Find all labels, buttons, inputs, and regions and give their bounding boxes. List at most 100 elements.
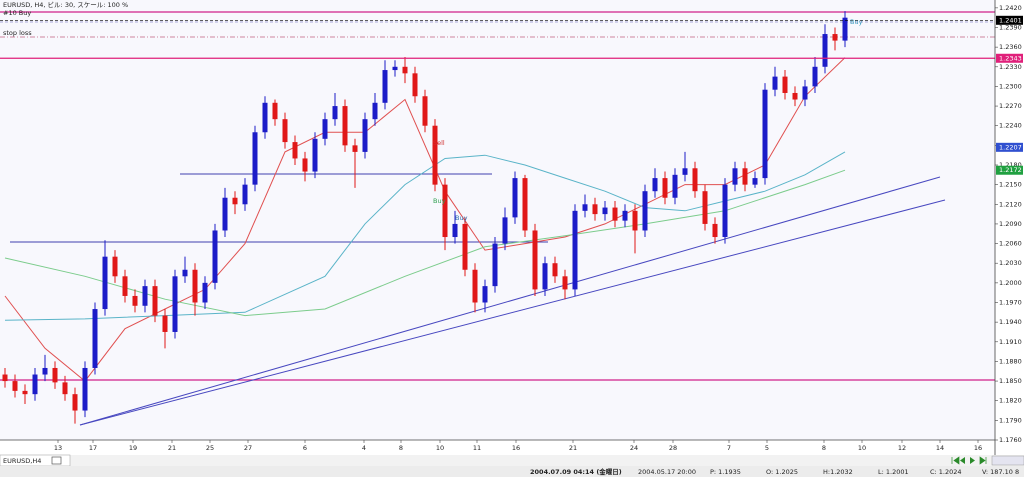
y-tick-label: 1.2270 bbox=[999, 102, 1022, 110]
candle-body bbox=[62, 382, 68, 395]
x-tick-label: 16 bbox=[974, 444, 982, 452]
candle-body bbox=[442, 184, 448, 238]
candle-body bbox=[392, 66, 398, 71]
status-high: H:1.2032 bbox=[823, 468, 853, 476]
plot-area bbox=[0, 0, 995, 440]
candle-body bbox=[522, 178, 528, 231]
y-tick-label: 1.2360 bbox=[999, 43, 1022, 51]
candle-body bbox=[12, 381, 18, 391]
candle-body bbox=[122, 276, 128, 296]
x-tick-label: 24 bbox=[630, 444, 638, 452]
status-price: P: 1.1935 bbox=[710, 468, 741, 476]
candle-body bbox=[382, 70, 388, 103]
series-layer bbox=[0, 11, 995, 424]
x-tick-label: 21 bbox=[168, 444, 176, 452]
x-tick-label: 11 bbox=[473, 444, 481, 452]
candle-body bbox=[262, 102, 268, 133]
candle-body bbox=[272, 102, 278, 120]
candle-body bbox=[42, 367, 48, 375]
price-marker-label: 1.2207 bbox=[999, 143, 1022, 151]
candle-body bbox=[532, 230, 538, 290]
status-open: O: 1.2025 bbox=[766, 468, 798, 476]
candle-body bbox=[162, 315, 168, 332]
candle-body bbox=[592, 204, 598, 215]
trend-line bbox=[79, 199, 946, 426]
candle-body bbox=[752, 178, 758, 185]
candle-body bbox=[652, 178, 658, 192]
candle-body bbox=[572, 210, 578, 290]
moving-average-line bbox=[4, 57, 846, 382]
candle-body bbox=[422, 96, 428, 126]
y-tick-label: 1.2150 bbox=[999, 181, 1022, 189]
candle-body bbox=[22, 390, 28, 395]
symbol-info: EURUSD, H4, ビル: 30, スケール: 100 % bbox=[3, 0, 128, 9]
annotation: Buy bbox=[455, 214, 468, 222]
scroll-left-button[interactable] bbox=[960, 457, 965, 464]
tab-icon bbox=[51, 456, 62, 465]
candle-body bbox=[242, 184, 248, 205]
candle-body bbox=[202, 282, 208, 303]
scroll-last-button[interactable] bbox=[979, 456, 987, 465]
candle-body bbox=[72, 394, 78, 411]
y-tick-label: 1.1850 bbox=[999, 377, 1022, 385]
candle-body bbox=[112, 256, 118, 277]
y-tick-label: 1.2300 bbox=[999, 82, 1022, 90]
stop-loss-label: stop loss bbox=[3, 29, 32, 37]
candle-body bbox=[492, 243, 498, 287]
scroll-first-button[interactable] bbox=[951, 456, 960, 465]
price-marker bbox=[996, 142, 1023, 152]
annotation: Buy bbox=[433, 197, 446, 205]
x-tick-label: 19 bbox=[129, 444, 137, 452]
candle-body bbox=[772, 76, 778, 90]
candle-body bbox=[132, 295, 138, 306]
candle-body bbox=[482, 286, 488, 303]
tab-label: EURUSD,H4 bbox=[3, 457, 41, 465]
x-tick-label: 14 bbox=[936, 444, 944, 452]
price-marker-label: 1.2343 bbox=[999, 54, 1022, 62]
auto-scroll-button[interactable] bbox=[991, 455, 1024, 466]
candle-body bbox=[462, 223, 468, 270]
candle-body bbox=[2, 374, 8, 382]
x-tick-label: 8 bbox=[399, 444, 403, 452]
y-tick-label: 1.2120 bbox=[999, 200, 1022, 208]
y-tick-label: 1.2330 bbox=[999, 63, 1022, 71]
x-tick-label: 16 bbox=[512, 444, 520, 452]
candle-body bbox=[582, 204, 588, 211]
y-tick-label: 1.2180 bbox=[999, 161, 1022, 169]
candle-body bbox=[832, 34, 838, 41]
candle-body bbox=[702, 191, 708, 224]
candle-body bbox=[172, 276, 178, 332]
candle-body bbox=[802, 86, 808, 100]
x-tick-label: 6 bbox=[303, 444, 307, 452]
price-axis bbox=[995, 0, 1024, 455]
price-marker bbox=[996, 165, 1023, 175]
scroll-right-button[interactable] bbox=[970, 457, 975, 464]
price-marker bbox=[996, 53, 1023, 63]
candle-body bbox=[742, 168, 748, 185]
candle-body bbox=[32, 374, 38, 395]
candle-body bbox=[332, 106, 338, 120]
candle-body bbox=[142, 286, 148, 306]
candle-body bbox=[432, 125, 438, 185]
candle-body bbox=[82, 367, 88, 411]
x-tick-label: 4 bbox=[362, 444, 366, 452]
y-tick-label: 1.2240 bbox=[999, 122, 1022, 130]
candle-body bbox=[722, 184, 728, 238]
price-marker-label: 1.2172 bbox=[999, 166, 1022, 174]
candle-body bbox=[312, 138, 318, 172]
candle-body bbox=[412, 73, 418, 97]
status-bar-time: 2004.05.17 20:00 bbox=[638, 468, 696, 476]
candle-body bbox=[552, 263, 558, 277]
candle-body bbox=[812, 66, 818, 87]
x-tick-label: 25 bbox=[206, 444, 214, 452]
annotation: Buy bbox=[850, 18, 863, 26]
candle-body bbox=[342, 106, 348, 146]
status-bar bbox=[0, 466, 1024, 477]
candle-body bbox=[472, 269, 478, 303]
candle-body bbox=[372, 102, 378, 120]
x-tick-label: 10 bbox=[436, 444, 444, 452]
x-tick-label: 7 bbox=[727, 444, 731, 452]
candle-body bbox=[292, 142, 298, 159]
candle-body bbox=[632, 210, 638, 231]
